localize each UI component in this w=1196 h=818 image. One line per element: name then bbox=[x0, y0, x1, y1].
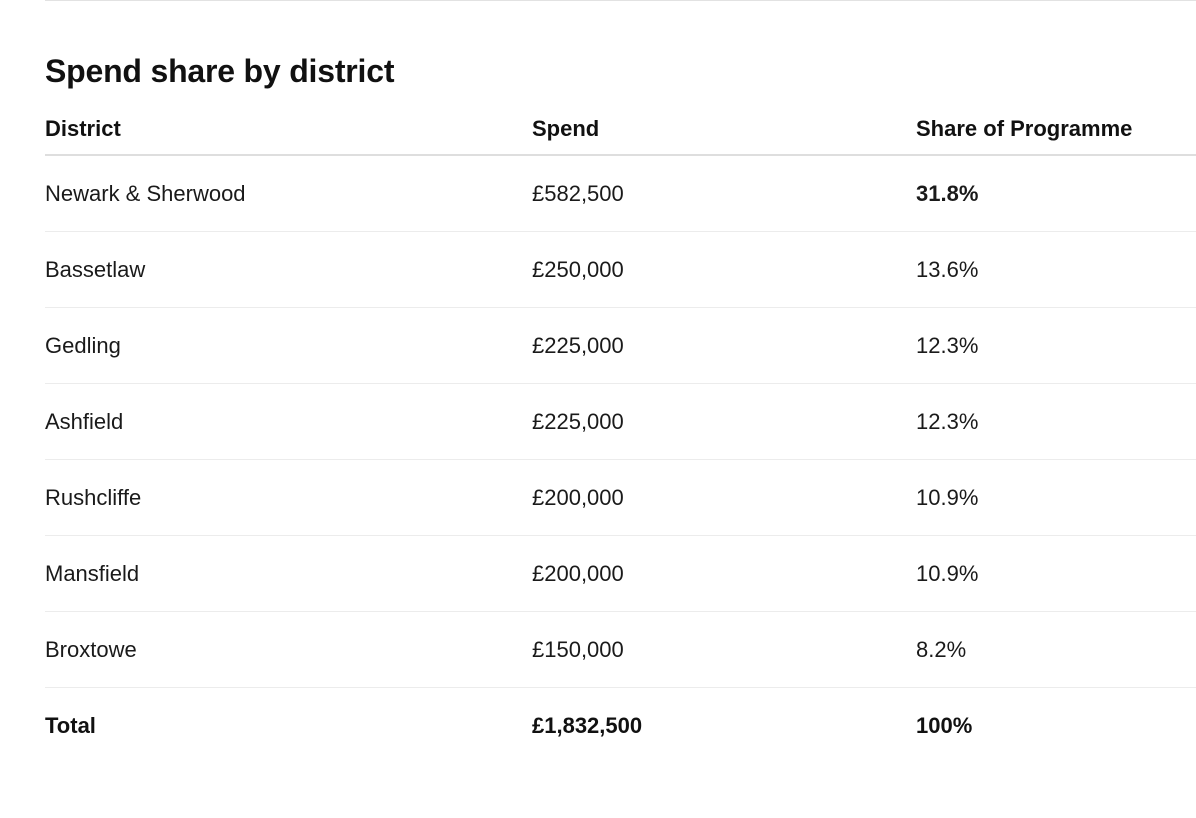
total-spend: £1,832,500 bbox=[532, 712, 643, 738]
share-cell: 8.2% bbox=[916, 611, 1196, 688]
table-row: Newark & Sherwood £582,500 31.8% bbox=[45, 155, 1196, 232]
share-cell: 12.3% bbox=[916, 307, 1196, 384]
district-cell: Rushcliffe bbox=[45, 459, 532, 536]
table-row: Gedling £225,000 12.3% bbox=[45, 307, 1196, 384]
spend-share-table: District Spend Share of Programme Newark… bbox=[45, 104, 1196, 763]
header-row: District Spend Share of Programme bbox=[45, 104, 1196, 156]
spend-cell: £225,000 bbox=[532, 383, 916, 460]
spend-cell: £200,000 bbox=[532, 459, 916, 536]
table-header: District Spend Share of Programme bbox=[45, 104, 1196, 156]
column-header-share: Share of Programme bbox=[916, 104, 1196, 156]
table-title: Spend share by district bbox=[45, 53, 395, 89]
top-divider bbox=[45, 0, 1196, 1]
table-row: Broxtowe £150,000 8.2% bbox=[45, 611, 1196, 688]
table-row: Bassetlaw £250,000 13.6% bbox=[45, 231, 1196, 308]
spend-cell: £225,000 bbox=[532, 307, 916, 384]
district-cell: Newark & Sherwood bbox=[45, 155, 532, 232]
column-header-spend: Spend bbox=[532, 104, 916, 156]
district-cell: Ashfield bbox=[45, 383, 532, 460]
district-cell: Gedling bbox=[45, 307, 532, 384]
spend-cell: £250,000 bbox=[532, 231, 916, 308]
share-cell: 31.8% bbox=[916, 155, 1196, 232]
table-row: Rushcliffe £200,000 10.9% bbox=[45, 459, 1196, 536]
total-share: 100% bbox=[916, 712, 973, 738]
table-row: Ashfield £225,000 12.3% bbox=[45, 383, 1196, 460]
total-label: Total bbox=[45, 712, 96, 738]
district-cell: Bassetlaw bbox=[45, 231, 532, 308]
spend-cell: £200,000 bbox=[532, 535, 916, 612]
share-cell: 13.6% bbox=[916, 231, 1196, 308]
total-row: Total £1,832,500 100% bbox=[45, 688, 1196, 764]
column-header-district: District bbox=[45, 104, 532, 156]
district-cell: Broxtowe bbox=[45, 611, 532, 688]
spend-cell: £582,500 bbox=[532, 155, 916, 232]
share-cell: 12.3% bbox=[916, 383, 1196, 460]
table-row: Mansfield £200,000 10.9% bbox=[45, 535, 1196, 612]
share-cell: 10.9% bbox=[916, 535, 1196, 612]
spend-cell: £150,000 bbox=[532, 611, 916, 688]
table-body: Newark & Sherwood £582,500 31.8% Bassetl… bbox=[45, 155, 1196, 763]
district-cell: Mansfield bbox=[45, 535, 532, 612]
share-cell: 10.9% bbox=[916, 459, 1196, 536]
